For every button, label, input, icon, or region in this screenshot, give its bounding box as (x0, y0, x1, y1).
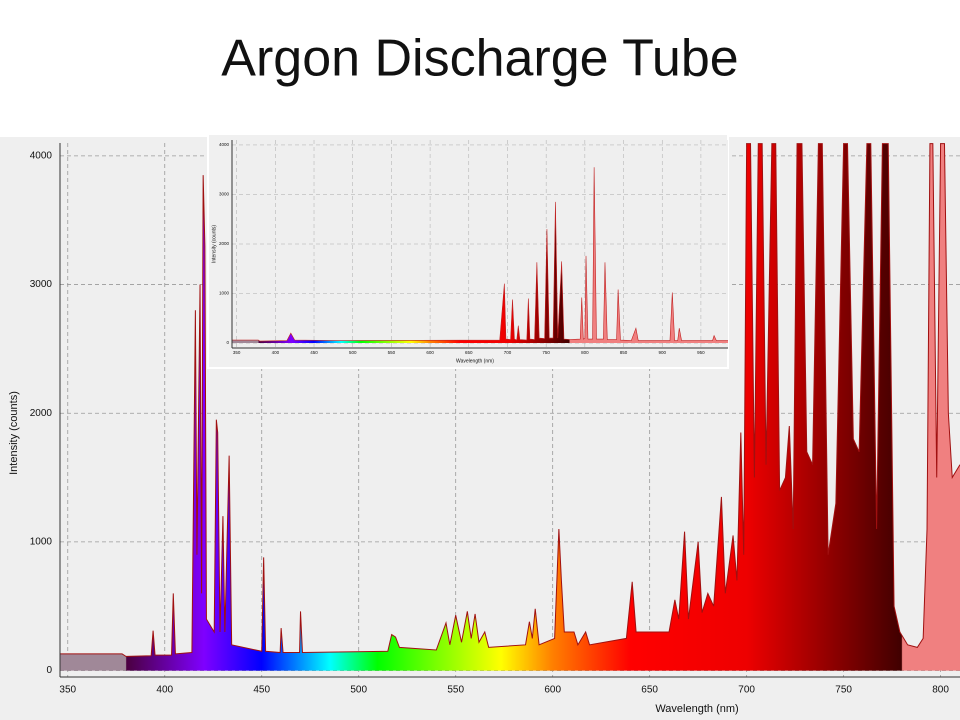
x-tick-label: 650 (465, 350, 473, 355)
series-group (232, 167, 728, 344)
x-tick-label: 350 (233, 350, 241, 355)
y-tick-label: 4000 (30, 151, 53, 162)
x-axis-label: Wavelength (nm) (456, 358, 494, 364)
x-tick-label: 700 (504, 350, 512, 355)
x-tick-label: 450 (253, 685, 270, 696)
y-tick-label: 0 (226, 340, 229, 345)
x-axis-label: Wavelength (nm) (655, 703, 738, 715)
x-tick-label: 800 (581, 350, 589, 355)
x-tick-label: 900 (658, 350, 666, 355)
x-tick-label: 550 (447, 685, 464, 696)
x-tick-label: 500 (349, 350, 357, 355)
x-tick-label: 450 (310, 350, 318, 355)
slide-title: Argon Discharge Tube (221, 30, 738, 88)
spectrum-line (232, 167, 728, 342)
y-tick-label: 4000 (219, 142, 230, 147)
area-fill (60, 143, 960, 671)
x-tick-label: 750 (835, 685, 852, 696)
x-tick-label: 500 (350, 685, 367, 696)
x-tick-label: 800 (932, 685, 949, 696)
x-tick-label: 850 (620, 350, 628, 355)
y-tick-label: 3000 (219, 192, 230, 197)
x-tick-label: 350 (59, 685, 76, 696)
y-tick-label: 1000 (219, 291, 230, 296)
y-axis-label: Intensity (counts) (211, 225, 217, 263)
x-tick-label: 550 (388, 350, 396, 355)
x-tick-label: 700 (738, 685, 755, 696)
inset-chart: 0 1000 2000 3000 4000 350 400 450 500 550 600 650 70… (211, 140, 728, 364)
y-tick-label: 1000 (30, 537, 53, 548)
x-tick-label: 400 (272, 350, 280, 355)
x-tick-label: 650 (641, 685, 658, 696)
spectrum-line (60, 143, 960, 657)
y-tick-label: 0 (46, 665, 52, 676)
x-tick-label: 600 (426, 350, 434, 355)
x-tick-label: 750 (542, 350, 550, 355)
series-group (60, 143, 960, 671)
y-tick-label: 3000 (30, 279, 53, 290)
y-tick-label: 2000 (30, 408, 53, 419)
x-tick-label: 400 (156, 685, 173, 696)
y-axis-label: Intensity (counts) (8, 391, 20, 475)
x-tick-label: 950 (697, 350, 705, 355)
x-tick-label: 600 (544, 685, 561, 696)
y-tick-label: 2000 (219, 241, 230, 246)
